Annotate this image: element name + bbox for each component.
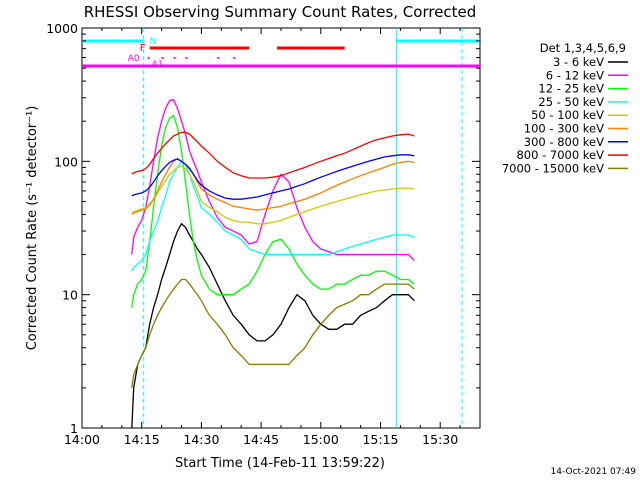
legend-label: 50 - 100 keV bbox=[531, 108, 604, 122]
legend-title: Det 1,3,4,5,6,9 bbox=[540, 41, 626, 55]
x-tick-label: 14:15 bbox=[124, 432, 160, 447]
legend-label: 12 - 25 keV bbox=[538, 82, 604, 96]
legend-label: 7000 - 15000 keV bbox=[502, 161, 604, 175]
y-tick-label: 1 bbox=[70, 421, 78, 436]
a0-dot bbox=[161, 57, 164, 59]
y-tick-label: 100 bbox=[54, 154, 78, 169]
series-line bbox=[131, 165, 415, 225]
legend-label: 300 - 800 keV bbox=[524, 135, 604, 149]
y-tick-label: 10 bbox=[62, 288, 78, 303]
a0-dot bbox=[217, 57, 220, 59]
x-axis-ticks: 14:00 14:15 14:30 14:45 15:00 15:15 15:30 bbox=[64, 28, 461, 447]
annotation-bars: NFA0A1 bbox=[82, 37, 480, 70]
timestamp: 14-Oct-2021 07:49 bbox=[551, 467, 637, 477]
x-axis-label: Start Time (14-Feb-11 13:59:22) bbox=[175, 456, 385, 471]
series-line bbox=[131, 157, 415, 215]
x-tick-label: 14:45 bbox=[243, 432, 279, 447]
series-layer bbox=[131, 98, 415, 429]
a0-dot bbox=[147, 57, 150, 59]
y-axis-label: Corrected Count Rate (s⁻¹ detector⁻¹) bbox=[25, 106, 40, 351]
legend-label: 6 - 12 keV bbox=[546, 68, 604, 82]
x-tick-label: 14:00 bbox=[64, 432, 100, 447]
x-tick-label: 15:00 bbox=[303, 432, 339, 447]
plot-area: NFA0A1 14:00 14:15 14:30 14:45 15:00 15:15 15:… bbox=[46, 21, 481, 447]
a0-dot bbox=[173, 57, 176, 59]
flare-label: F bbox=[140, 43, 146, 54]
series-line bbox=[131, 114, 415, 308]
x-tick-label: 15:30 bbox=[422, 432, 458, 447]
x-tick-label: 15:15 bbox=[362, 432, 398, 447]
a0-label: A0 bbox=[128, 54, 140, 64]
legend-label: 800 - 7000 keV bbox=[516, 148, 604, 162]
y-axis-ticks: 1 10 100 1000 bbox=[46, 21, 480, 436]
y-tick-label: 1000 bbox=[46, 21, 78, 36]
legend-label: 100 - 300 keV bbox=[524, 122, 604, 136]
legend-label: 3 - 6 keV bbox=[553, 55, 604, 69]
a0-dot bbox=[185, 57, 188, 59]
x-tick-label: 14:30 bbox=[183, 432, 219, 447]
legend-label: 25 - 50 keV bbox=[538, 95, 604, 109]
a0-dot bbox=[233, 57, 236, 59]
series-line bbox=[131, 278, 415, 388]
plot-frame bbox=[81, 27, 481, 429]
eclipse-lines bbox=[143, 28, 463, 428]
series-line bbox=[131, 154, 415, 200]
series-line bbox=[131, 160, 415, 272]
chart-title: RHESSI Observing Summary Count Rates, Co… bbox=[84, 3, 477, 21]
series-line bbox=[131, 98, 415, 262]
series-line bbox=[131, 131, 415, 179]
attenuator-label: N bbox=[150, 37, 157, 47]
series-line bbox=[131, 222, 415, 429]
